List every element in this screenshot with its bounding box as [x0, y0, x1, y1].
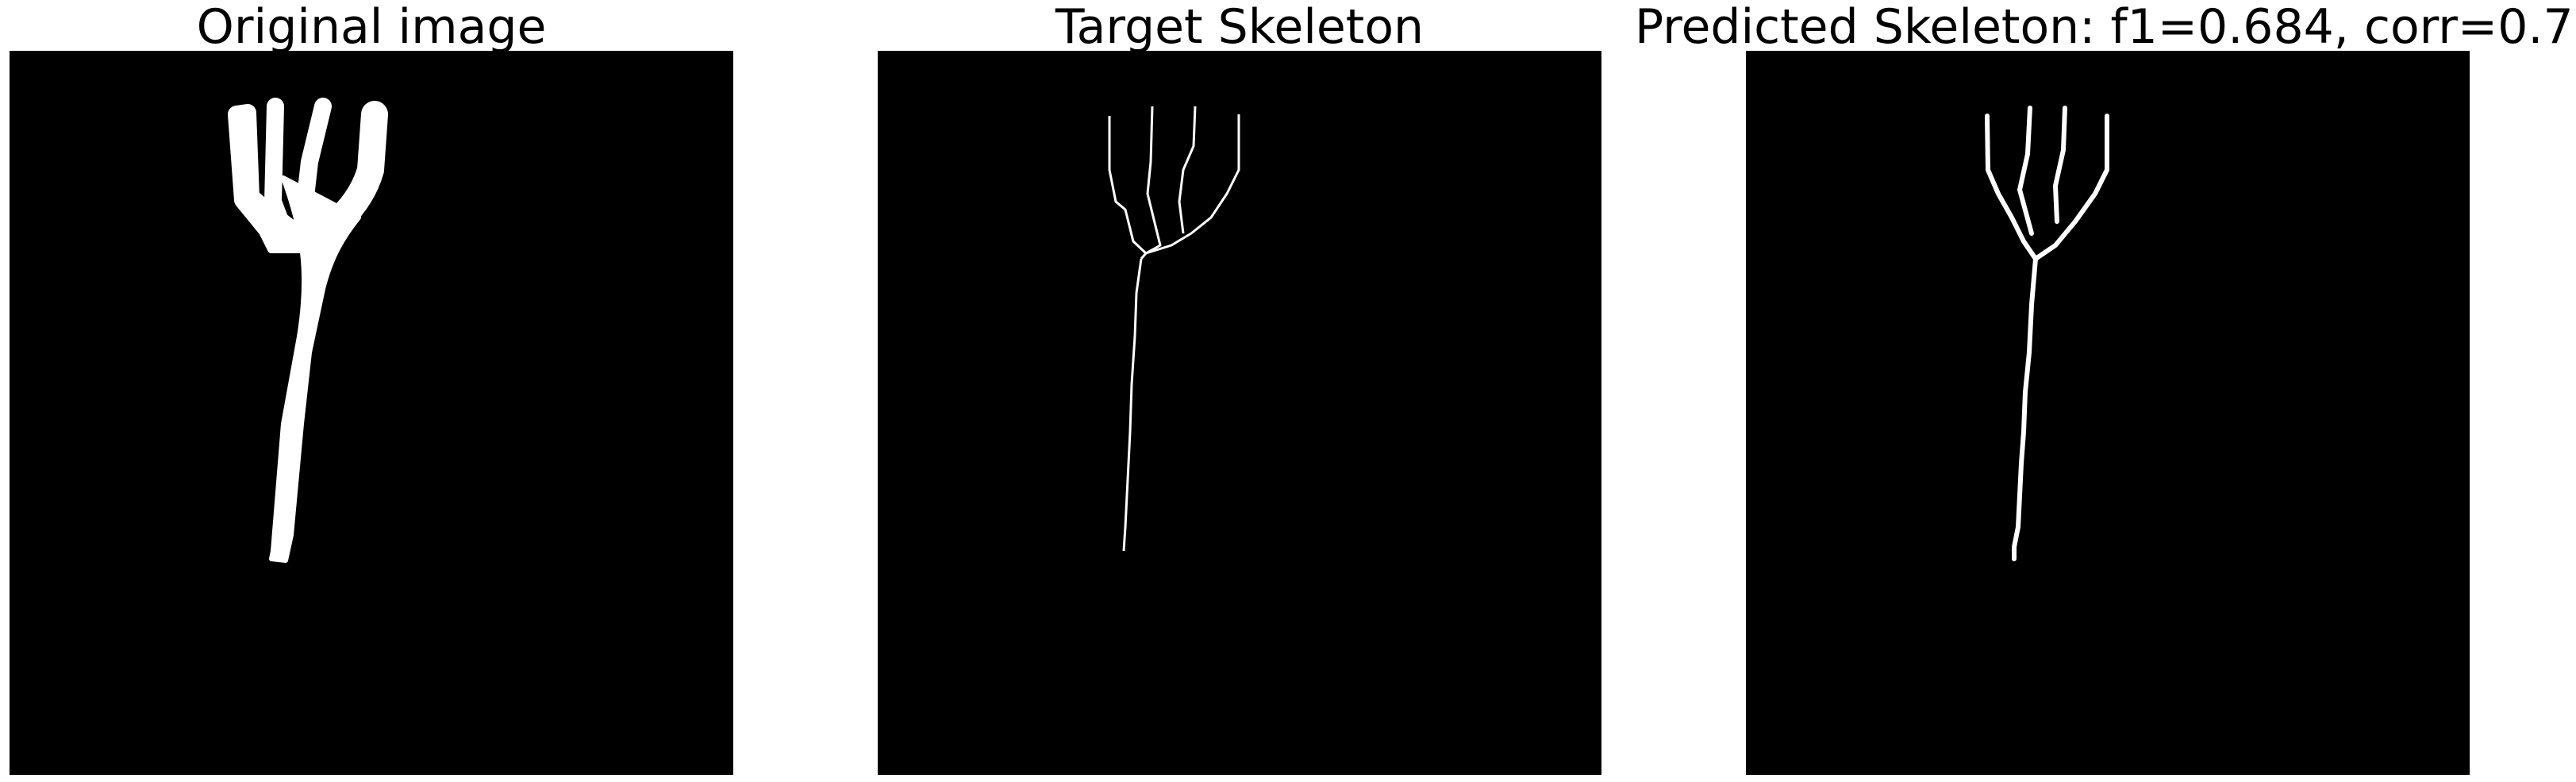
fork-silhouette: [228, 98, 388, 563]
predicted-skeleton-title: Predicted Skeleton: f1=0.684, corr=0.719: [1635, 0, 2576, 55]
target-skeleton-title: Target Skeleton: [1055, 0, 1424, 55]
target-skeleton-lines: [1108, 106, 1240, 552]
target-skeleton-canvas: [878, 51, 1601, 775]
predicted-skeleton-canvas: [1746, 51, 2470, 775]
original-image-title: Original image: [196, 0, 547, 55]
predicted-skeleton-lines: [1985, 106, 2109, 561]
original-image-canvas: [10, 51, 733, 775]
